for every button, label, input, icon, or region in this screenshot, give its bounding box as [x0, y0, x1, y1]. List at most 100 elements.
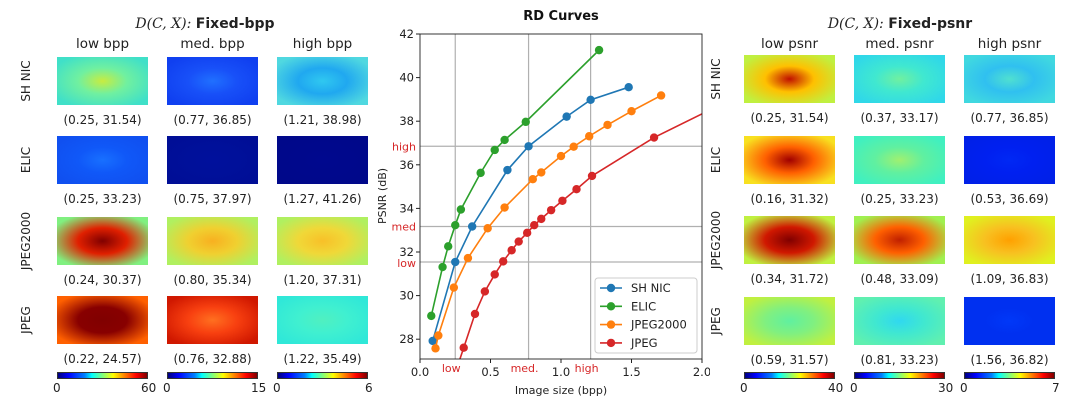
chart-title: RD Curves: [523, 9, 599, 24]
data-point: [451, 220, 460, 230]
reference-label-y: high: [392, 140, 416, 153]
heatmap-caption: (0.37, 33.17): [860, 111, 939, 125]
x-tick-label: 1.0: [552, 365, 570, 379]
colorbar-min-label: 0: [273, 381, 281, 395]
data-point: [431, 344, 440, 353]
heatmap-caption: (0.81, 33.23): [860, 353, 939, 367]
heatmap-caption: (0.25, 33.23): [63, 192, 142, 206]
heatmap-caption: (0.34, 31.72): [750, 272, 829, 286]
heatmap: [57, 57, 148, 105]
heatmap-caption: (0.59, 31.57): [750, 353, 829, 367]
row-label: ELIC: [19, 146, 33, 174]
colorbar-max-label: 30: [938, 381, 954, 395]
panel-title-math: D(C, X):: [827, 16, 884, 32]
data-point: [498, 257, 508, 266]
heatmap-caption: (0.25, 33.23): [860, 192, 939, 206]
data-point: [569, 142, 578, 151]
heatmap-caption: (1.20, 37.31): [283, 273, 362, 287]
colorbar: [964, 372, 1055, 379]
reference-label-x: high: [575, 362, 599, 375]
panel-title-math: D(C, X):: [135, 16, 192, 32]
data-point: [627, 106, 636, 116]
column-header: high bpp: [292, 36, 353, 52]
heatmap-caption: (1.22, 35.49): [283, 352, 362, 366]
heatmap: [57, 217, 148, 265]
data-point: [500, 203, 509, 212]
data-point: [624, 82, 633, 92]
colorbar: [57, 372, 148, 379]
row-label: SH NIC: [19, 60, 33, 102]
panel-title-text: Fixed-psnr: [888, 16, 973, 32]
heatmap: [277, 296, 368, 344]
heatmap-caption: (0.24, 30.37): [63, 273, 142, 287]
data-point: [427, 311, 436, 321]
row-label: JPEG: [709, 307, 723, 335]
data-point: [521, 117, 530, 127]
heatmap: [854, 297, 945, 345]
data-point: [522, 228, 532, 238]
y-tick-label: 42: [399, 27, 414, 41]
heatmap-caption: (0.77, 36.85): [173, 113, 252, 127]
y-tick-label: 34: [399, 201, 414, 215]
heatmap: [854, 55, 945, 103]
colorbar-min-label: 0: [53, 381, 61, 395]
data-point: [586, 95, 595, 105]
colorbar: [744, 372, 835, 379]
data-point: [530, 220, 539, 230]
data-point: [467, 222, 477, 231]
colorbar-min-label: 0: [163, 381, 171, 395]
column-header: low bpp: [75, 36, 130, 52]
reference-label-x: low: [442, 362, 461, 375]
y-tick-label: 40: [399, 71, 414, 85]
series-line-sh-nic: [431, 86, 629, 342]
y-tick-label: 36: [399, 158, 414, 172]
data-point: [490, 270, 499, 279]
legend-label: JPEG: [630, 336, 658, 350]
heatmap-caption: (1.21, 38.98): [283, 113, 362, 127]
column-header: low psnr: [760, 36, 819, 52]
reference-label-y: med: [392, 220, 416, 233]
heatmap: [167, 217, 258, 265]
colorbar-max-label: 7: [1052, 381, 1060, 395]
data-point: [585, 132, 594, 141]
heatmap: [964, 136, 1055, 184]
heatmap: [167, 296, 258, 344]
colorbar-max-label: 40: [828, 381, 844, 395]
heatmap-caption: (0.53, 36.69): [970, 192, 1049, 206]
heatmap-caption: (0.77, 36.85): [970, 111, 1049, 125]
heatmap-caption: (0.75, 37.97): [173, 192, 252, 206]
heatmap-caption: (1.09, 36.83): [970, 272, 1049, 286]
heatmap-caption: (1.56, 36.82): [970, 353, 1049, 367]
row-label: JPEG2000: [19, 211, 33, 271]
column-header: med. psnr: [865, 36, 934, 52]
y-axis-label: PSNR (dB): [376, 168, 389, 224]
y-tick-label: 38: [399, 114, 414, 128]
reference-label-y: low: [397, 257, 416, 270]
row-label: ELIC: [709, 146, 723, 174]
data-point: [656, 91, 666, 100]
series-line-elic: [430, 49, 600, 317]
data-point: [587, 171, 597, 181]
data-point: [470, 309, 480, 319]
colorbar: [854, 372, 945, 379]
x-axis-label: Image size (bpp): [515, 384, 607, 397]
heatmap: [744, 216, 835, 264]
heatmap-caption: (0.80, 35.34): [173, 273, 252, 287]
data-point: [562, 112, 571, 121]
data-point: [503, 165, 512, 175]
heatmap-caption: (0.16, 31.32): [750, 192, 829, 206]
heatmap: [744, 136, 835, 184]
legend-label: ELIC: [631, 299, 656, 313]
legend-label: SH NIC: [631, 281, 671, 295]
heatmap: [854, 136, 945, 184]
data-point: [438, 262, 447, 272]
heatmap: [57, 136, 148, 184]
data-point: [480, 287, 490, 296]
column-header: med. bpp: [180, 36, 245, 52]
row-label: JPEG2000: [709, 210, 723, 270]
legend-marker: [606, 283, 616, 293]
heatmap: [744, 55, 835, 103]
data-point: [483, 224, 492, 233]
data-point: [463, 253, 473, 263]
heatmap-caption: (0.25, 31.54): [63, 113, 142, 127]
